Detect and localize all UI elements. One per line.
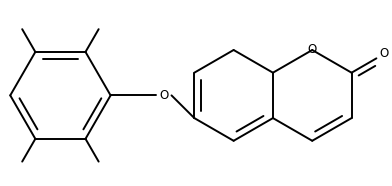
Text: O: O	[159, 89, 169, 102]
Text: O: O	[308, 44, 317, 57]
Text: O: O	[379, 47, 389, 60]
